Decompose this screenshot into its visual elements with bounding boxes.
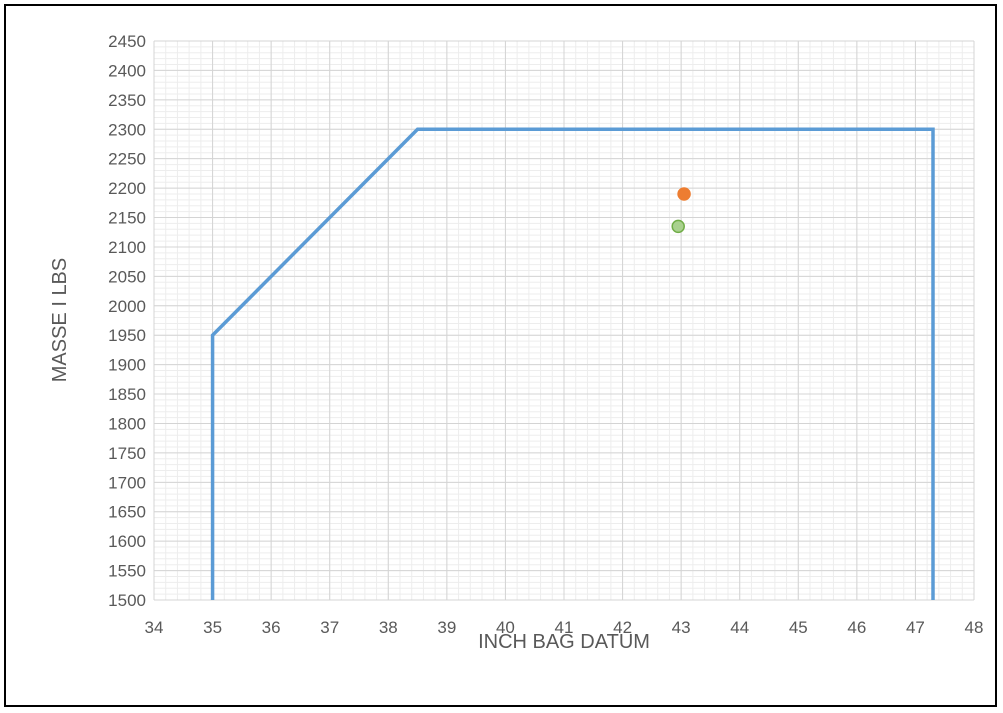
y-tick-labels: 1500 1550 1600 1650 1700 1750 1800 1850 1900 1950… [108, 32, 146, 610]
data-point-2 [671, 219, 685, 234]
y-tick-label: 2150 [108, 209, 146, 228]
y-tick-label: 2100 [108, 238, 146, 257]
y-axis-title: MASSE I LBS [49, 258, 71, 383]
y-tick-label: 1700 [108, 473, 146, 492]
y-tick-label: 1550 [108, 562, 146, 581]
x-tick-labels: 34 35 36 37 38 39 40 41 42 43 44 45 46 47 48 [145, 618, 984, 637]
y-tick-label: 1650 [108, 503, 146, 522]
x-tick-label: 47 [906, 618, 925, 637]
y-tick-label: 2300 [108, 120, 146, 139]
x-tick-label: 42 [613, 618, 632, 637]
y-tick-label: 1850 [108, 385, 146, 404]
y-tick-label: 2450 [108, 32, 146, 51]
y-tick-label: 2400 [108, 61, 146, 80]
x-axis-title: INCH BAG DATUM [478, 631, 650, 653]
y-tick-label: 1500 [108, 591, 146, 610]
chart-frame [4, 4, 997, 707]
x-tick-label: 36 [262, 618, 281, 637]
x-tick-label: 46 [847, 618, 866, 637]
y-tick-label: 1800 [108, 414, 146, 433]
y-tick-label: 2250 [108, 150, 146, 169]
x-tick-label: 41 [555, 618, 574, 637]
y-tick-label: 1600 [108, 532, 146, 551]
x-tick-label: 35 [203, 618, 222, 637]
series-layer [210, 127, 935, 600]
major-gridlines [153, 40, 975, 601]
x-tick-label: 34 [145, 618, 164, 637]
x-tick-label: 43 [672, 618, 691, 637]
y-tick-label: 2000 [108, 297, 146, 316]
x-tick-label: 44 [730, 618, 749, 637]
y-tick-label: 2200 [108, 179, 146, 198]
x-tick-label: 48 [965, 618, 984, 637]
envelope-line [210, 127, 935, 600]
data-point-1 [677, 187, 691, 201]
y-tick-label: 1900 [108, 356, 146, 375]
x-tick-label: 38 [379, 618, 398, 637]
y-tick-label: 2350 [108, 91, 146, 110]
x-tick-label: 45 [789, 618, 808, 637]
x-tick-label: 37 [320, 618, 339, 637]
y-tick-label: 2050 [108, 267, 146, 286]
y-tick-label: 1950 [108, 326, 146, 345]
y-tick-label: 1750 [108, 444, 146, 463]
x-tick-label: 40 [496, 618, 515, 637]
x-tick-label: 39 [437, 618, 456, 637]
